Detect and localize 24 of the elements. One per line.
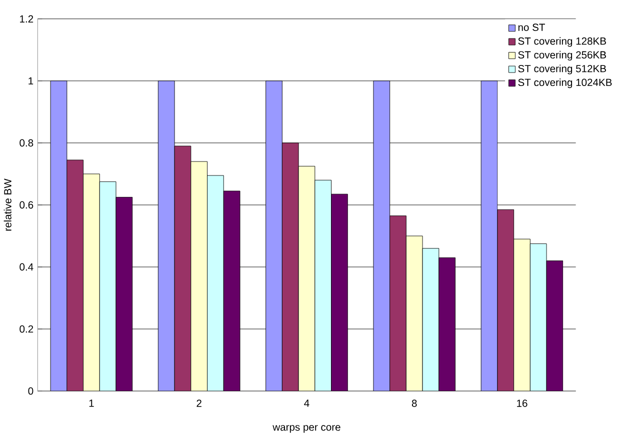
legend-label: ST covering 256KB: [518, 50, 606, 60]
x-axis-title: warps per core: [272, 425, 340, 433]
y-tick-label: 0: [28, 387, 34, 395]
y-tick-label: 1.2: [20, 15, 34, 22]
legend-label: ST covering 1024KB: [518, 78, 612, 88]
y-tick-label: 0.4: [20, 263, 34, 271]
bar: [116, 196, 133, 391]
legend-label: ST covering 128KB: [518, 37, 606, 47]
x-tick-label: 2: [196, 400, 202, 407]
y-tick-label: 0.6: [20, 201, 34, 208]
legend-label: ST covering 512KB: [518, 64, 606, 74]
y-axis-title: relative BW: [4, 178, 12, 231]
bar: [438, 257, 456, 391]
x-tick-label: 1: [89, 400, 94, 407]
y-tick-label: 0.2: [20, 325, 34, 333]
x-tick-label: 16: [517, 400, 528, 407]
bar: [331, 194, 348, 391]
y-tick-label: 0.8: [20, 139, 34, 146]
x-tick-label: 4: [304, 400, 310, 407]
legend-label: no ST: [518, 24, 545, 31]
bar: [546, 260, 564, 391]
x-tick-label: 8: [412, 400, 417, 407]
bar: [223, 190, 240, 391]
y-tick-label: 1: [28, 77, 34, 84]
